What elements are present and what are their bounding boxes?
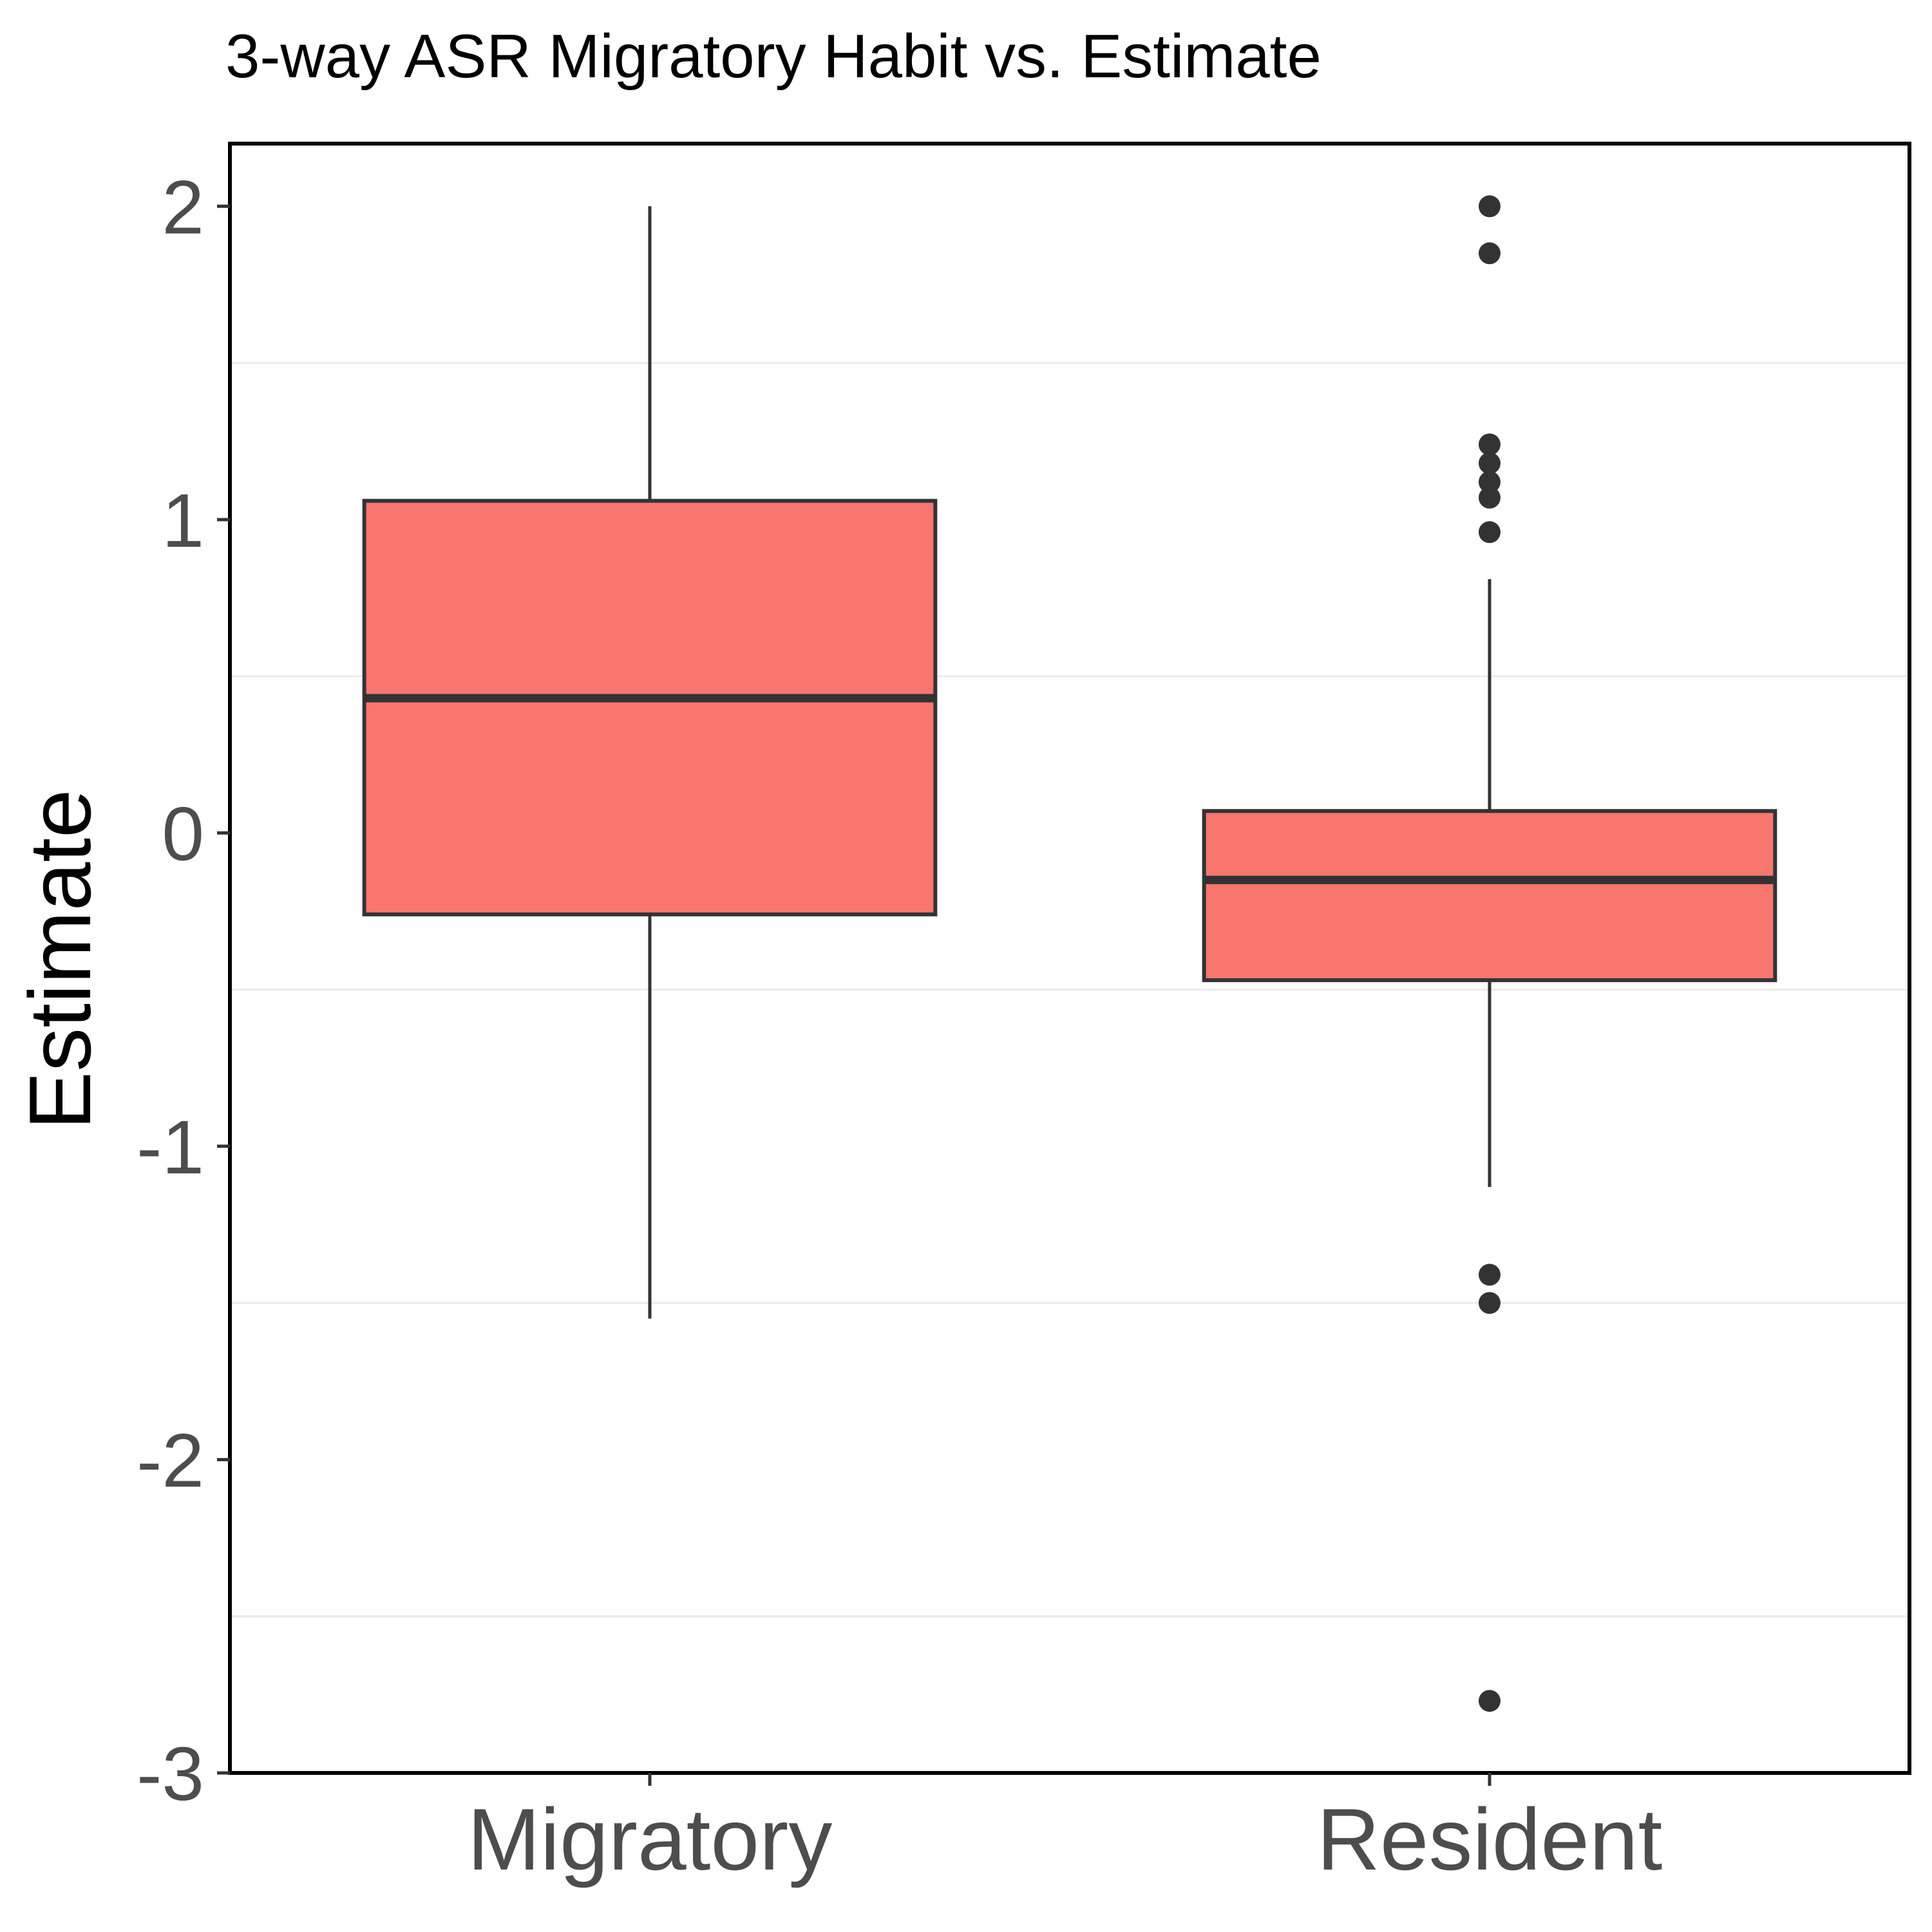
x-tick-label: Migratory	[468, 1790, 833, 1888]
y-tick-label: 1	[162, 478, 204, 564]
y-tick-label: 0	[162, 791, 204, 876]
outlier-point	[1479, 195, 1501, 218]
outlier-point	[1479, 486, 1501, 509]
y-axis: 2 1 0 -1 -2 -3	[137, 165, 230, 1817]
outlier-point	[1479, 242, 1501, 265]
box-iqr	[362, 498, 938, 916]
boxes-layer	[362, 195, 1777, 1712]
y-tick-label: 2	[162, 165, 204, 250]
y-tick-label: -2	[137, 1418, 204, 1503]
outlier-point	[1479, 471, 1501, 493]
outlier-point	[1479, 452, 1501, 475]
box-group-resident	[1202, 195, 1777, 1712]
outlier-point	[1479, 521, 1501, 544]
outlier-point	[1479, 1292, 1501, 1314]
outlier-point	[1479, 1690, 1501, 1712]
x-tick-label: Resident	[1317, 1790, 1663, 1888]
y-axis-label: Estimate	[11, 789, 109, 1130]
outlier-point	[1479, 433, 1501, 456]
x-axis: Migratory Resident	[468, 1773, 1663, 1888]
box-group-migratory	[362, 206, 938, 1319]
plot-panel-border	[228, 142, 1911, 1775]
chart-title: 3-way ASR Migratory Habit vs. Estimate	[225, 22, 1321, 91]
y-tick-label: -1	[137, 1105, 204, 1190]
outlier-point	[1479, 1264, 1501, 1286]
box-iqr	[1202, 809, 1777, 983]
y-tick-label: -3	[137, 1732, 204, 1817]
